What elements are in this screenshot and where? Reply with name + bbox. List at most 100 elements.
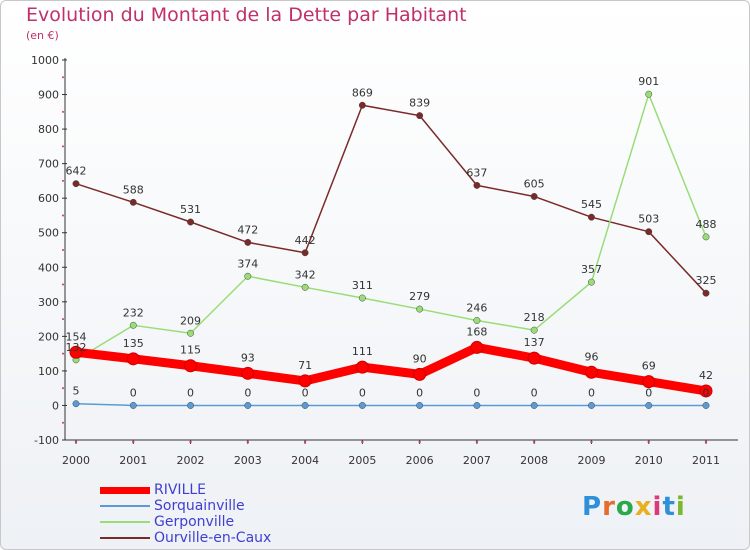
data-point-ourville-en-caux — [358, 101, 366, 109]
data-point-gerponville — [530, 326, 538, 334]
data-label-sorquainville: 5 — [73, 385, 80, 398]
data-point-gerponville — [301, 283, 309, 291]
x-minor-tick — [132, 440, 135, 444]
data-point-gerponville — [129, 321, 137, 329]
data-point-sorquainville — [473, 402, 481, 409]
data-label-ourville-en-caux: 605 — [524, 177, 545, 190]
data-label-gerponville: 374 — [237, 257, 258, 270]
data-label-ourville-en-caux: 637 — [466, 166, 487, 179]
y-minor-tick — [62, 352, 64, 355]
y-minor-tick — [62, 318, 64, 321]
data-label-sorquainville: 0 — [130, 386, 137, 399]
legend-label-gerponville: Gerponville — [154, 514, 235, 530]
x-tick-label: 2009 — [577, 454, 605, 467]
series-line-ourville-en-caux — [75, 104, 707, 294]
x-minor-tick — [590, 440, 593, 444]
y-tick-label: 0 — [52, 399, 59, 412]
x-minor-tick — [532, 440, 536, 444]
x-tick-label: 2010 — [635, 454, 663, 467]
data-point-riville — [355, 360, 369, 374]
x-minor-tick — [246, 440, 250, 444]
data-point-gerponville — [244, 272, 252, 280]
y-tick-label: 1000 — [31, 54, 59, 67]
series-line-riville — [71, 342, 711, 396]
legend-swatch-gerponville — [100, 521, 150, 523]
data-label-sorquainville: 0 — [645, 386, 652, 399]
data-point-sorquainville — [129, 402, 137, 409]
data-label-gerponville: 218 — [524, 311, 545, 324]
data-label-riville: 111 — [352, 345, 373, 358]
y-tick-label: 800 — [38, 123, 59, 136]
y-minor-tick — [62, 387, 64, 390]
data-point-sorquainville — [530, 402, 538, 409]
y-minor-tick — [62, 110, 64, 113]
data-label-ourville-en-caux: 545 — [581, 198, 602, 211]
data-label-riville: 135 — [123, 337, 144, 350]
x-tick-label: 2000 — [62, 454, 90, 467]
chart-title: Evolution du Montant de la Dette par Hab… — [26, 4, 467, 26]
data-point-riville — [413, 367, 427, 381]
data-point-sorquainville — [358, 402, 366, 409]
data-label-ourville-en-caux: 839 — [409, 97, 430, 110]
data-label-gerponville: 311 — [352, 279, 373, 292]
data-point-riville — [584, 365, 598, 379]
x-minor-tick — [361, 440, 364, 444]
data-point-riville — [470, 340, 484, 354]
data-point-riville — [642, 375, 656, 389]
data-point-gerponville — [702, 233, 710, 241]
legend-label-riville: RIVILLE — [154, 482, 207, 498]
data-label-riville: 96 — [584, 350, 598, 363]
data-point-sorquainville — [645, 402, 653, 409]
data-label-riville: 115 — [180, 344, 201, 357]
data-point-ourville-en-caux — [244, 238, 252, 246]
data-label-gerponville: 901 — [638, 75, 659, 88]
data-point-riville — [184, 359, 198, 373]
y-tick-label: 600 — [38, 192, 59, 205]
x-minor-tick — [647, 440, 650, 444]
legend-swatch-sorquainville — [100, 505, 150, 507]
data-point-sorquainville — [301, 402, 309, 409]
y-tick-label: 400 — [38, 261, 59, 274]
y-tick-label: 700 — [38, 158, 59, 171]
x-tick-label: 2008 — [520, 454, 548, 467]
data-label-gerponville: 246 — [466, 301, 487, 314]
data-label-sorquainville: 0 — [302, 386, 309, 399]
data-label-ourville-en-caux: 869 — [352, 86, 373, 99]
data-point-gerponville — [358, 294, 366, 302]
y-minor-tick — [62, 145, 64, 148]
data-label-gerponville: 132 — [66, 341, 87, 354]
y-minor-tick — [62, 214, 64, 217]
data-point-ourville-en-caux — [301, 249, 309, 257]
data-label-sorquainville: 0 — [703, 386, 710, 399]
data-point-sorquainville — [588, 402, 595, 409]
data-label-sorquainville: 0 — [473, 386, 480, 399]
data-point-riville — [699, 384, 713, 398]
data-label-sorquainville: 0 — [588, 386, 595, 399]
data-label-ourville-en-caux: 588 — [123, 183, 144, 196]
y-minor-tick — [62, 179, 64, 182]
data-label-gerponville: 488 — [696, 218, 717, 231]
data-point-riville — [241, 366, 255, 380]
x-tick-label: 2011 — [692, 454, 720, 467]
data-label-riville: 168 — [466, 325, 487, 338]
data-label-ourville-en-caux: 442 — [295, 234, 316, 247]
data-label-ourville-en-caux: 503 — [638, 213, 659, 226]
y-tick-label: 300 — [38, 296, 59, 309]
data-label-riville: 90 — [413, 352, 427, 365]
y-minor-tick — [62, 421, 64, 424]
x-tick-label: 2004 — [291, 454, 319, 467]
series-line-sorquainville — [75, 402, 707, 407]
data-point-riville — [69, 345, 83, 359]
data-label-ourville-en-caux: 531 — [180, 203, 201, 216]
legend-swatch-riville — [100, 487, 150, 494]
chart-subtitle: (en €) — [26, 29, 59, 42]
data-point-gerponville — [187, 329, 194, 337]
x-minor-tick — [704, 440, 708, 444]
x-minor-tick — [189, 440, 192, 444]
data-label-riville: 69 — [642, 360, 656, 373]
x-minor-tick — [74, 440, 78, 444]
data-point-sorquainville — [72, 400, 80, 408]
x-minor-tick — [303, 440, 307, 444]
